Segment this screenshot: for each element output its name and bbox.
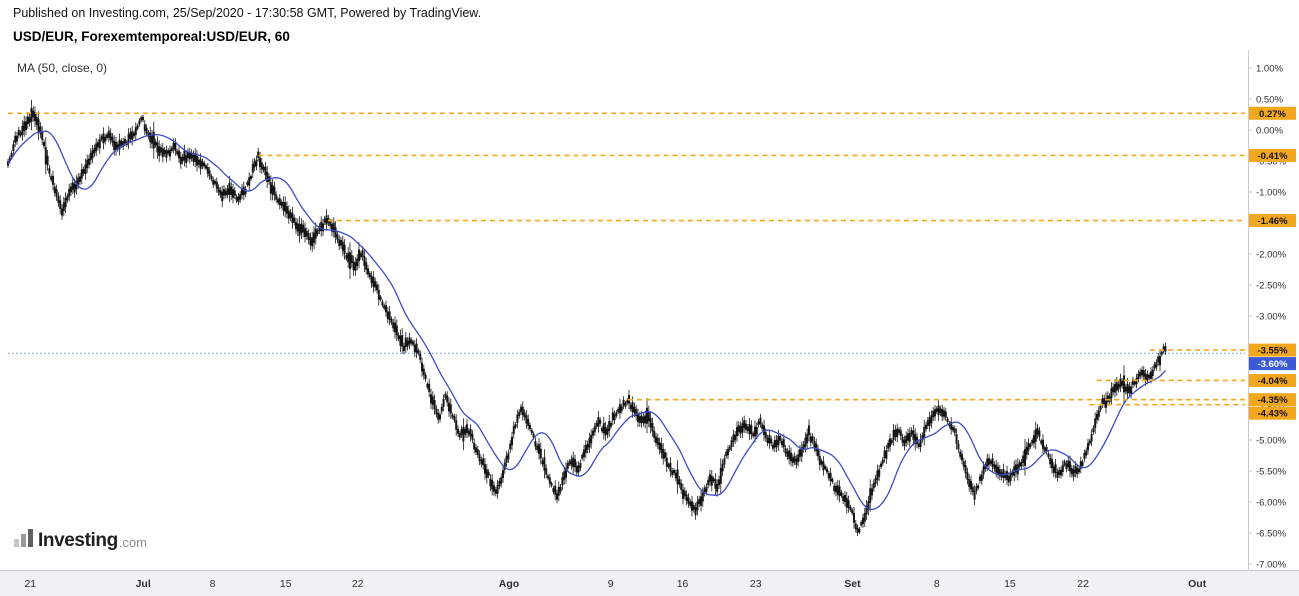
investing-logo-suffix: .com <box>118 535 147 550</box>
svg-text:-4.35%: -4.35% <box>1257 395 1288 406</box>
svg-text:0.27%: 0.27% <box>1259 109 1286 120</box>
price-badges: 0.27% -0.41% -1.46% -3.55% -3.60% -4.04% -4.35… <box>1249 106 1296 420</box>
svg-text:-3.55%: -3.55% <box>1257 346 1288 357</box>
svg-text:15: 15 <box>280 578 292 590</box>
svg-text:-1.46%: -1.46% <box>1257 216 1288 227</box>
svg-text:9: 9 <box>608 578 614 590</box>
svg-text:-4.04%: -4.04% <box>1257 376 1288 387</box>
resistance-levels <box>8 112 1245 406</box>
svg-text:-3.00%: -3.00% <box>1256 312 1287 323</box>
svg-text:1.00%: 1.00% <box>1256 64 1283 75</box>
price-axis[interactable]: 1.00%0.50%0.00%-0.50%-1.00%-1.50%-2.00%-… <box>1248 64 1287 571</box>
time-axis[interactable]: 21 Jul 8 15 22 Ago 9 16 23 Set 8 15 22 Out <box>24 578 1206 590</box>
svg-text:22: 22 <box>1077 578 1089 590</box>
symbol-title: USD/EUR, Forexemtemporeal:USD/EUR, 60 <box>13 29 290 44</box>
svg-text:Out: Out <box>1188 578 1207 590</box>
svg-text:-2.00%: -2.00% <box>1256 250 1287 261</box>
published-line: Published on Investing.com, 25/Sep/2020 … <box>13 6 482 20</box>
investing-logo-chart-icon <box>14 529 33 550</box>
price-badge <box>1249 148 1296 162</box>
svg-text:-1.00%: -1.00% <box>1256 188 1287 199</box>
svg-text:Ago: Ago <box>499 578 519 590</box>
price-badge <box>1249 373 1296 387</box>
svg-text:21: 21 <box>24 578 36 590</box>
price-badge <box>1249 106 1296 120</box>
svg-text:0.50%: 0.50% <box>1256 95 1283 106</box>
time-strip <box>0 570 1299 596</box>
svg-text:-3.60%: -3.60% <box>1257 359 1288 370</box>
svg-text:-0.41%: -0.41% <box>1257 151 1288 162</box>
svg-text:-2.50%: -2.50% <box>1256 281 1287 292</box>
svg-text:23: 23 <box>750 578 762 590</box>
ma-line <box>7 130 1166 511</box>
svg-text:-5.00%: -5.00% <box>1256 436 1287 447</box>
svg-text:-7.00%: -7.00% <box>1256 560 1287 571</box>
candle-bodies <box>7 108 1167 533</box>
svg-text:16: 16 <box>677 578 689 590</box>
svg-text:15: 15 <box>1004 578 1016 590</box>
candlesticks <box>7 99 1166 537</box>
svg-text:-6.50%: -6.50% <box>1256 529 1287 540</box>
price-badge <box>1249 393 1296 407</box>
investing-logo: Investing .com <box>14 529 147 550</box>
price-badge <box>1249 343 1296 357</box>
svg-text:22: 22 <box>352 578 364 590</box>
svg-text:-0.50%: -0.50% <box>1256 157 1287 168</box>
svg-text:8: 8 <box>210 578 216 590</box>
svg-text:Set: Set <box>844 578 861 590</box>
price-badge <box>1249 406 1296 420</box>
price-badge <box>1249 357 1296 371</box>
svg-text:-5.50%: -5.50% <box>1256 467 1287 478</box>
svg-text:0.00%: 0.00% <box>1256 126 1283 137</box>
investing-logo-text: Investing <box>38 530 118 551</box>
svg-text:-6.00%: -6.00% <box>1256 498 1287 509</box>
price-badge <box>1249 214 1296 228</box>
ma-indicator-label: MA (50, close, 0) <box>17 61 108 75</box>
svg-text:8: 8 <box>934 578 940 590</box>
svg-text:-4.43%: -4.43% <box>1257 409 1288 420</box>
svg-text:Jul: Jul <box>136 578 151 590</box>
